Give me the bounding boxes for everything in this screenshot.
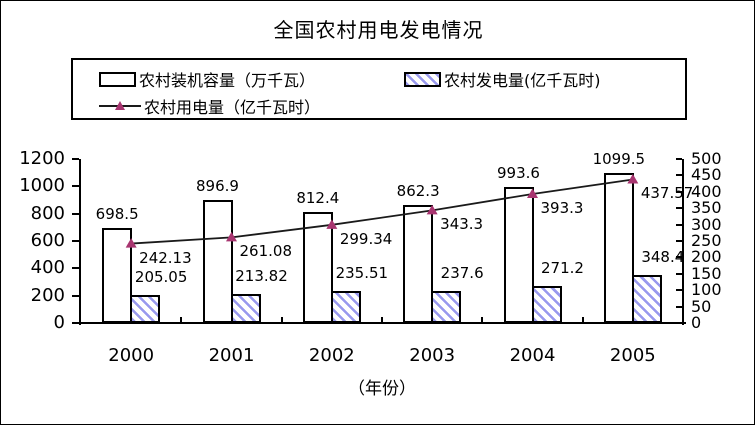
legend-item-label: 农村装机容量（万千瓦） [139, 71, 316, 90]
data-label-generation: 348.4 [641, 248, 685, 267]
right-axis-tick-label: 100 [691, 280, 722, 300]
right-axis-tick-label: 500 [691, 149, 722, 168]
bar-generation-2001 [230, 293, 261, 323]
right-axis-tick-label: 250 [691, 231, 722, 250]
legend-item-generation: 农村发电量(亿千瓦时) [404, 69, 601, 90]
data-label-installed-capacity: 1099.5 [592, 149, 646, 168]
left-axis-tick-label: 200 [30, 284, 65, 306]
right-axis-tick [676, 256, 682, 259]
bar-generation-2002 [330, 290, 361, 323]
x-axis-title: （年份） [348, 379, 416, 399]
bar-generation-2003 [431, 290, 462, 323]
left-axis-tick [72, 185, 79, 188]
data-label-generation: 213.82 [235, 266, 288, 285]
data-label-installed-capacity: 993.6 [497, 164, 540, 183]
data-label-installed-capacity: 896.9 [196, 177, 239, 196]
data-label-consumption: 299.34 [339, 229, 393, 248]
data-label-generation: 237.6 [440, 263, 484, 282]
data-label-consumption: 242.13 [139, 248, 192, 267]
x-axis-tick-label: 2002 [308, 345, 355, 366]
data-label-installed-capacity: 698.5 [95, 204, 139, 223]
right-axis-tick-label: 450 [691, 165, 722, 185]
x-axis-tick [280, 317, 283, 323]
legend-box: 农村装机容量（万千瓦） 农村发电量(亿千瓦时) 农村用电量（亿千瓦时） [71, 58, 687, 120]
right-axis-tick-label: 200 [691, 247, 722, 267]
data-label-consumption: 393.3 [540, 198, 584, 217]
bar-generation-2000 [130, 294, 161, 323]
right-axis-tick [676, 240, 682, 242]
left-axis-tick-label: 800 [30, 202, 65, 224]
left-axis-tick-label: 1000 [19, 175, 65, 197]
left-axis-tick-label: 400 [30, 257, 65, 279]
x-axis-tick-label: 2005 [609, 345, 656, 366]
legend-item-label: 农村发电量(亿千瓦时) [444, 71, 601, 90]
x-axis-tick [481, 317, 484, 323]
x-axis-tick-label: 2000 [108, 345, 155, 366]
right-axis-tick-label: 350 [691, 198, 722, 218]
left-axis-tick [72, 240, 79, 242]
right-axis-tick-label: 300 [691, 214, 722, 234]
hatched-bar-swatch-icon [404, 71, 441, 87]
left-axis-tick [72, 212, 79, 215]
legend-item-consumption: 农村用电量（亿千瓦时） [99, 96, 321, 117]
data-label-consumption: 437.57 [640, 184, 694, 203]
bar-generation-2004 [531, 285, 562, 323]
data-label-installed-capacity: 812.4 [296, 188, 340, 207]
x-axis-line [79, 322, 686, 324]
right-axis-tick-label: 50 [691, 296, 712, 316]
data-label-consumption: 343.3 [440, 215, 484, 234]
data-label-generation: 205.05 [134, 267, 188, 286]
right-axis-tick-label: 400 [691, 181, 722, 201]
left-axis-tick [72, 294, 79, 297]
x-axis-tick-label: 2003 [409, 345, 456, 366]
white-bar-swatch-icon [99, 71, 136, 87]
left-axis-tick-label: 0 [53, 312, 65, 333]
left-axis-line [79, 159, 81, 325]
left-axis-tick [72, 267, 79, 270]
left-axis-tick [72, 322, 79, 324]
chart-title: 全国农村用电发电情况 [273, 18, 484, 42]
data-label-installed-capacity: 862.3 [396, 182, 440, 201]
x-axis-tick-label: 2001 [208, 345, 255, 366]
left-axis-tick [72, 158, 79, 160]
right-axis-tick [676, 322, 682, 324]
line-marker-swatch-icon [99, 99, 141, 113]
left-axis-tick-label: 1200 [19, 148, 65, 169]
right-axis-tick [676, 190, 682, 193]
right-axis-tick-label: 0 [691, 313, 702, 332]
x-axis-tick [581, 317, 584, 323]
x-axis-tick-label: 2004 [509, 345, 556, 366]
right-axis-tick [676, 305, 682, 308]
legend-item-label: 农村用电量（亿千瓦时） [144, 98, 321, 117]
right-axis-tick [676, 223, 682, 226]
legend-item-installed-capacity: 农村装机容量（万千瓦） [99, 69, 316, 90]
right-axis-tick [676, 207, 682, 210]
data-label-generation: 235.51 [335, 263, 389, 282]
data-label-generation: 271.2 [541, 258, 584, 277]
bar-installed-capacity-2004 [503, 187, 534, 323]
x-axis-tick [180, 317, 183, 323]
right-axis-tick [676, 174, 682, 177]
right-axis-tick-label: 150 [691, 263, 722, 283]
data-label-consumption: 261.08 [239, 242, 293, 261]
right-axis-tick [676, 289, 682, 292]
bar-installed-capacity-2001 [202, 200, 233, 323]
right-axis-tick [676, 272, 682, 275]
right-axis-line [682, 159, 684, 325]
right-axis-tick [676, 158, 682, 160]
left-axis-tick-label: 600 [30, 230, 65, 251]
bar-generation-2005 [631, 275, 662, 323]
x-axis-tick [381, 317, 383, 323]
